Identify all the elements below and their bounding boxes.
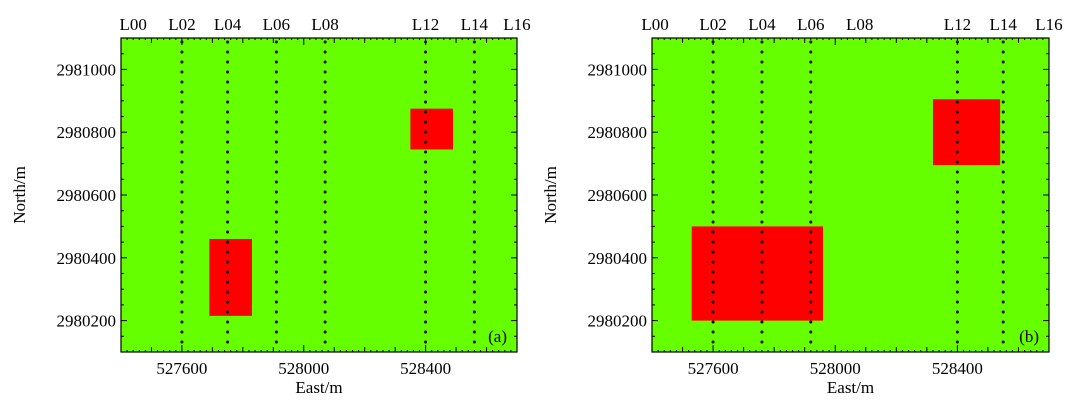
survey-line-label: L14 [989,15,1017,34]
survey-line-label: L16 [1035,15,1062,34]
survey-line-label: L06 [797,15,824,34]
survey-line-label: L08 [846,15,873,34]
y-axis-label: North/m [10,166,29,224]
survey-line-label: L14 [461,15,489,34]
survey-line-label: L16 [503,15,530,34]
anomaly-rect [691,226,824,321]
x-tick-label: 527600 [156,359,207,378]
survey-line-label: L02 [168,15,195,34]
panel-label: (b) [1019,327,1039,346]
chart-panel-a: L00 L02 L04 L06 L08 L12 L14 L16 2980200 2980400 29… [10,15,531,397]
y-tick-label: 2981000 [57,60,117,79]
x-tick-label: 527600 [688,359,739,378]
y-tick-label: 2980800 [588,123,648,142]
chart-panel-b: L00 L02 L04 L06 L08 L12 L14 L16 2980200 2980400 29… [541,15,1063,397]
y-tick-label: 2980800 [57,123,117,142]
y-tick-label: 2980200 [57,312,117,331]
survey-line-label: L12 [944,15,971,34]
y-tick-label: 2980600 [588,186,648,205]
x-tick-label: 528400 [932,359,983,378]
anomaly-rect [410,108,454,150]
anomaly-rect [209,238,252,316]
survey-line-label: L02 [699,15,726,34]
y-tick-label: 2980400 [588,249,648,268]
x-tick-label: 528400 [400,359,451,378]
anomaly-rect [932,99,1001,166]
y-tick-label: 2980400 [57,249,117,268]
survey-line-label: L12 [412,15,439,34]
panel-label: (a) [488,327,507,346]
survey-line-label: L00 [641,15,668,34]
survey-line-label: L04 [214,15,242,34]
x-tick-label: 528000 [278,359,329,378]
y-axis-label: North/m [541,166,560,224]
plot-background [121,38,517,352]
survey-line-label: L00 [119,15,146,34]
survey-line-label: L08 [311,15,338,34]
x-axis-label: East/m [295,378,342,397]
x-tick-label: 528000 [810,359,861,378]
y-tick-label: 2981000 [588,60,648,79]
y-tick-label: 2980600 [57,186,117,205]
survey-line-label: L04 [748,15,776,34]
x-axis-label: East/m [827,378,874,397]
y-tick-label: 2980200 [588,312,648,331]
survey-line-label: L06 [263,15,290,34]
